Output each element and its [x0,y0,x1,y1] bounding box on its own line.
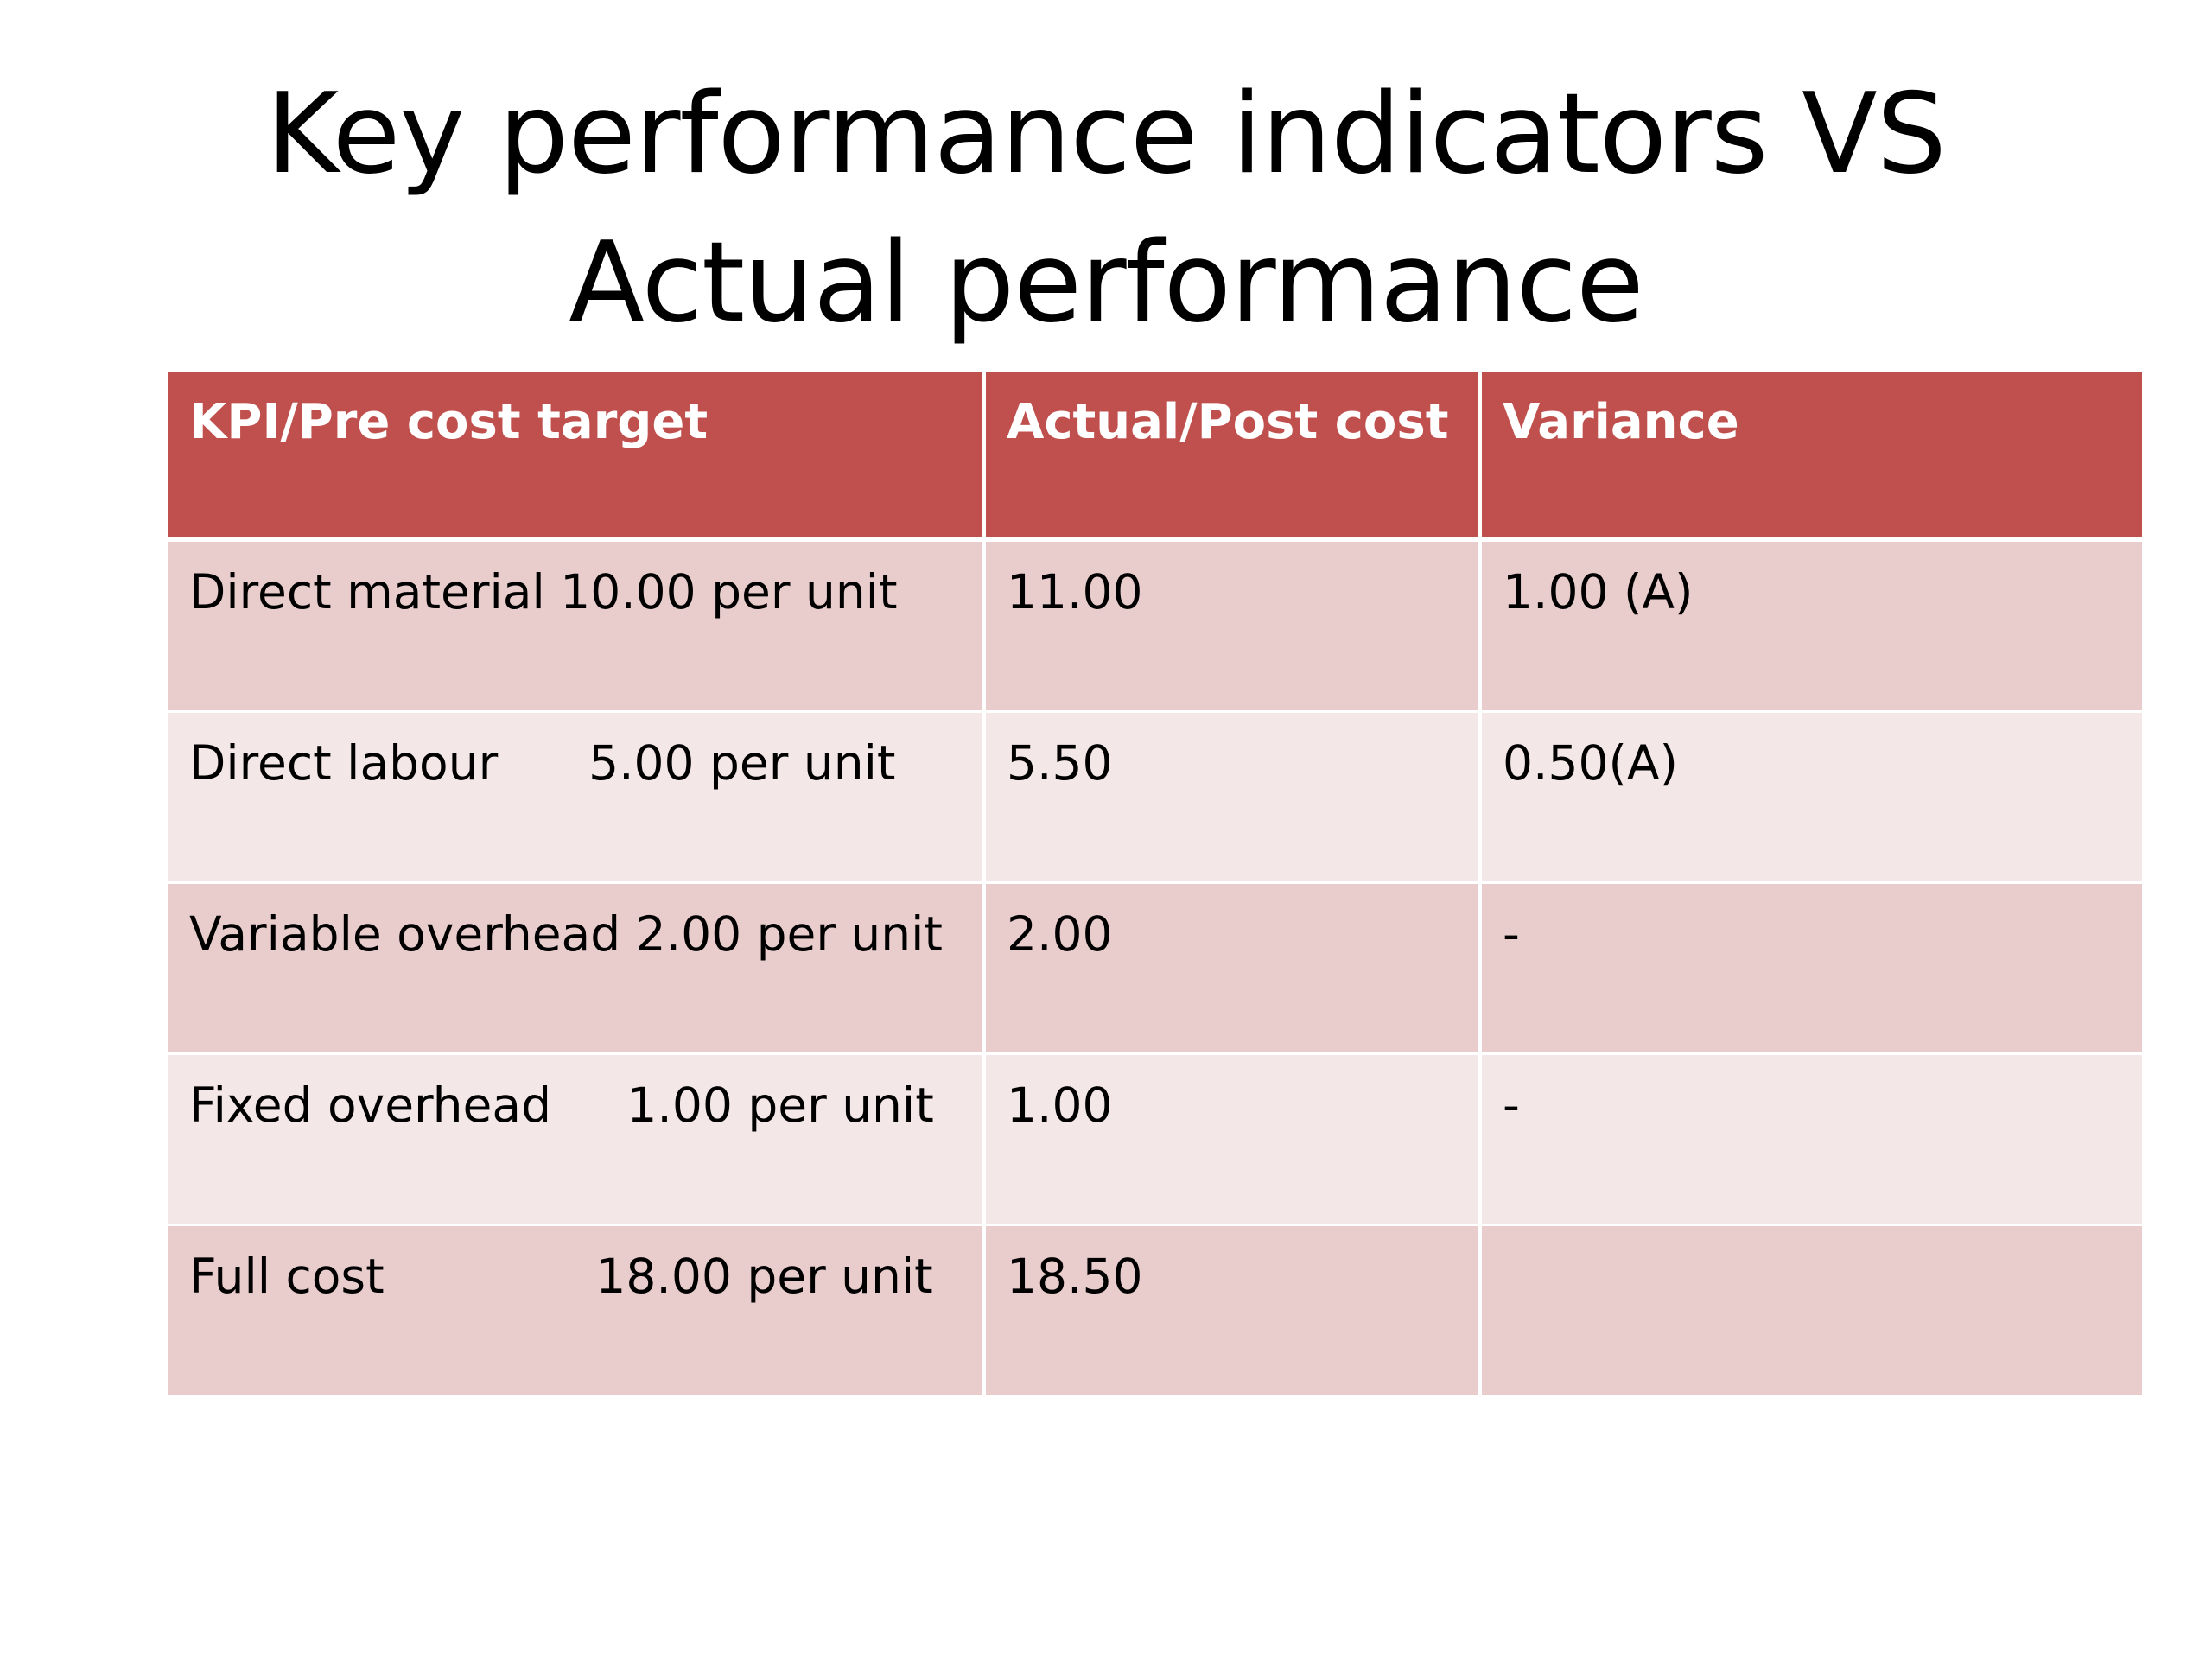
table-row: Full cost 18.00 per unit 18.50 [168,1226,2142,1397]
actual-cell: 5.50 [986,713,1482,884]
table-row: Variable overhead 2.00 per unit 2.00 - [168,884,2142,1055]
kpi-cell: Full cost 18.00 per unit [168,1226,986,1397]
table-row: Fixed overhead 1.00 per unit 1.00 - [168,1055,2142,1226]
table-row: Direct material 10.00 per unit 11.00 1.0… [168,542,2142,713]
kpi-cell: Direct labour 5.00 per unit [168,713,986,884]
actual-cell: 2.00 [986,884,1482,1055]
variance-cell: 0.50(A) [1482,713,2142,884]
kpi-cell: Direct material 10.00 per unit [168,542,986,713]
slide-title: Key performance indicators VS Actual per… [266,70,1947,347]
variance-cell: - [1482,1055,2142,1226]
variance-cell [1482,1226,2142,1397]
actual-cell: 18.50 [986,1226,1482,1397]
actual-cell: 1.00 [986,1055,1482,1226]
kpi-cell: Variable overhead 2.00 per unit [168,884,986,1055]
variance-cell: 1.00 (A) [1482,542,2142,713]
variance-cell: - [1482,884,2142,1055]
header-actual: Actual/Post cost [986,372,1482,542]
actual-cell: 11.00 [986,542,1482,713]
table-header-row: KPI/Pre cost target Actual/Post cost Var… [168,372,2142,542]
kpi-cell: Fixed overhead 1.00 per unit [168,1055,986,1226]
header-variance: Variance [1482,372,2142,542]
header-kpi: KPI/Pre cost target [168,372,986,542]
table-row: Direct labour 5.00 per unit 5.50 0.50(A) [168,713,2142,884]
kpi-table: KPI/Pre cost target Actual/Post cost Var… [168,372,2142,1397]
